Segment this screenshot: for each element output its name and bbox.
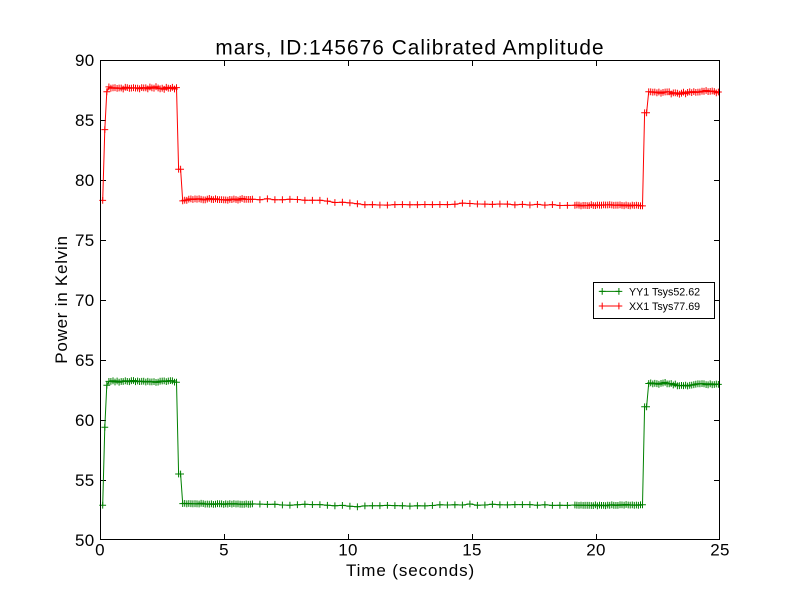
svg-text:60: 60 [75,411,95,430]
svg-text:75: 75 [75,231,95,250]
svg-text:50: 50 [75,531,95,550]
svg-text:15: 15 [462,541,482,560]
svg-text:70: 70 [75,291,95,310]
svg-text:20: 20 [586,541,606,560]
svg-text:mars, ID:145676 Calibrated Amp: mars, ID:145676 Calibrated Amplitude [215,37,604,60]
svg-text:25: 25 [710,541,730,560]
svg-text:Power in Kelvin: Power in Kelvin [52,235,71,363]
svg-text:55: 55 [75,471,95,490]
svg-text:Time (seconds): Time (seconds) [346,561,475,580]
svg-text:YY1 Tsys52.62: YY1 Tsys52.62 [629,286,700,298]
svg-text:65: 65 [75,351,95,370]
svg-text:90: 90 [75,51,95,70]
svg-text:85: 85 [75,111,95,130]
svg-text:80: 80 [75,171,95,190]
svg-text:0: 0 [95,541,105,560]
svg-text:5: 5 [219,541,229,560]
svg-text:10: 10 [338,541,358,560]
svg-text:XX1 Tsys77.69: XX1 Tsys77.69 [629,301,700,313]
